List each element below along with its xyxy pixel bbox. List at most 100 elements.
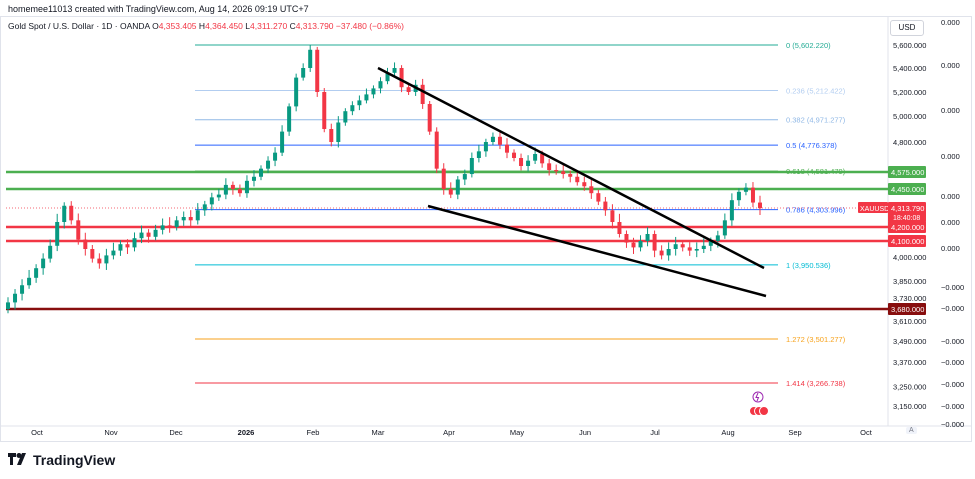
secondary-axis-tick: 0.000 (941, 106, 960, 115)
candle-body (223, 184, 228, 195)
candle-body (406, 87, 411, 92)
candle-body (90, 249, 95, 259)
price-tag (888, 303, 926, 315)
candle-body (34, 268, 39, 278)
candle-body (364, 94, 369, 101)
candle-body (462, 174, 467, 180)
candle-body (357, 100, 362, 106)
price-axis-tick: 4,800.000 (893, 138, 926, 147)
candle-body (209, 197, 214, 205)
fib-label-0-786: 0.786 (4,303.996) (786, 206, 846, 215)
tradingview-logo-text: TradingView (33, 452, 116, 468)
price-tag-label: 4,100.000 (891, 237, 924, 246)
change-value: −37.480 (−0.86%) (335, 21, 404, 31)
candle-body (582, 182, 587, 187)
candle-body (575, 176, 580, 183)
candle-body (195, 210, 200, 221)
candle-body (645, 234, 650, 241)
candle-body (666, 249, 671, 256)
candle-body (308, 49, 313, 68)
time-axis-tick: Oct (860, 428, 873, 437)
candle-body (736, 191, 741, 201)
candle-body (589, 186, 594, 194)
secondary-axis-tick: −0.000 (941, 283, 964, 292)
candle-body (652, 234, 657, 251)
candle-body (216, 194, 221, 198)
candle-body (673, 244, 678, 249)
auto-scale-button[interactable]: A (906, 427, 917, 434)
candle-body (497, 136, 502, 145)
time-axis-tick: Mar (372, 428, 385, 437)
lightning-bolt-icon (755, 392, 760, 402)
price-axis-tick: 3,730.000 (893, 294, 926, 303)
high-value: 4,364.450 (205, 21, 243, 31)
price-axis-tick: 3,150.000 (893, 402, 926, 411)
candle-body (448, 189, 453, 195)
candle-body (76, 220, 81, 240)
price-axis-tick: 3,370.000 (893, 358, 926, 367)
price-axis-tick: 4,000.000 (893, 253, 926, 262)
fib-label-0-382: 0.382 (4,971.277) (786, 116, 846, 125)
price-axis-tick: 5,600.000 (893, 41, 926, 50)
time-axis-tick: Jul (650, 428, 660, 437)
symbol-tag (858, 202, 888, 214)
candle-body (554, 170, 559, 172)
low-value: 4,311.270 (250, 21, 288, 31)
candle-body (336, 122, 341, 142)
candle-body (399, 68, 404, 88)
candle-body (97, 258, 102, 264)
candle-body (638, 241, 643, 248)
fib-label-1-414: 1.414 (3,266.738) (786, 379, 846, 388)
candle-body (469, 158, 474, 175)
price-tag-current (888, 202, 926, 223)
fib-label-0-236: 0.236 (5,212.422) (786, 87, 846, 96)
candle-body (259, 168, 264, 177)
secondary-axis-tick: 0.000 (941, 61, 960, 70)
candle-body (48, 245, 53, 259)
candle-body (568, 174, 573, 177)
tradingview-logo-icon (8, 452, 28, 468)
candle-body (118, 244, 123, 251)
secondary-axis-tick: 0.000 (941, 152, 960, 161)
fib-label-1: 1 (3,950.536) (786, 261, 831, 270)
close-label: C (289, 21, 296, 31)
price-tag (888, 166, 926, 178)
candle-body (490, 136, 495, 142)
fib-label-0: 0 (5,602.220) (786, 41, 831, 50)
secondary-axis-tick: −0.000 (941, 380, 964, 389)
secondary-axis-tick: 0.000 (941, 18, 960, 27)
time-axis-tick: Dec (169, 428, 183, 437)
open-label: O (152, 21, 159, 31)
candle-body (758, 202, 762, 209)
candle-body (694, 249, 699, 251)
price-tag-label: 4,450.000 (891, 185, 924, 194)
candle-body (476, 151, 481, 158)
candle-body (160, 225, 165, 230)
time-axis-tick: Nov (104, 428, 118, 437)
symbol-tag-label: XAUUSD (860, 206, 889, 213)
candle-body (708, 241, 713, 246)
price-tag (888, 221, 926, 233)
candle-body (69, 205, 74, 221)
price-tag-label: 4,200.000 (891, 223, 924, 232)
time-axis-tick: Jun (579, 428, 591, 437)
upper-trendline (377, 66, 765, 270)
candle-body (315, 49, 320, 92)
symbol-title[interactable]: Gold Spot / U.S. Dollar · 1D · OANDA (8, 21, 150, 31)
candle-body (687, 247, 692, 251)
candle-body (561, 171, 566, 175)
candle-body (596, 193, 601, 202)
candle-body (41, 258, 46, 269)
secondary-axis-tick: 0.000 (941, 192, 960, 201)
candle-body (624, 234, 629, 243)
candle-body (378, 81, 383, 89)
currency-button[interactable]: USD (890, 20, 924, 36)
candle-body (301, 68, 306, 78)
candle-body (519, 158, 524, 166)
candle-body (743, 187, 748, 192)
open-value: 4,353.405 (158, 21, 197, 31)
candle-body (251, 176, 256, 181)
price-axis-tick: 3,250.000 (893, 382, 926, 391)
secondary-axis-tick: −0.000 (941, 358, 964, 367)
